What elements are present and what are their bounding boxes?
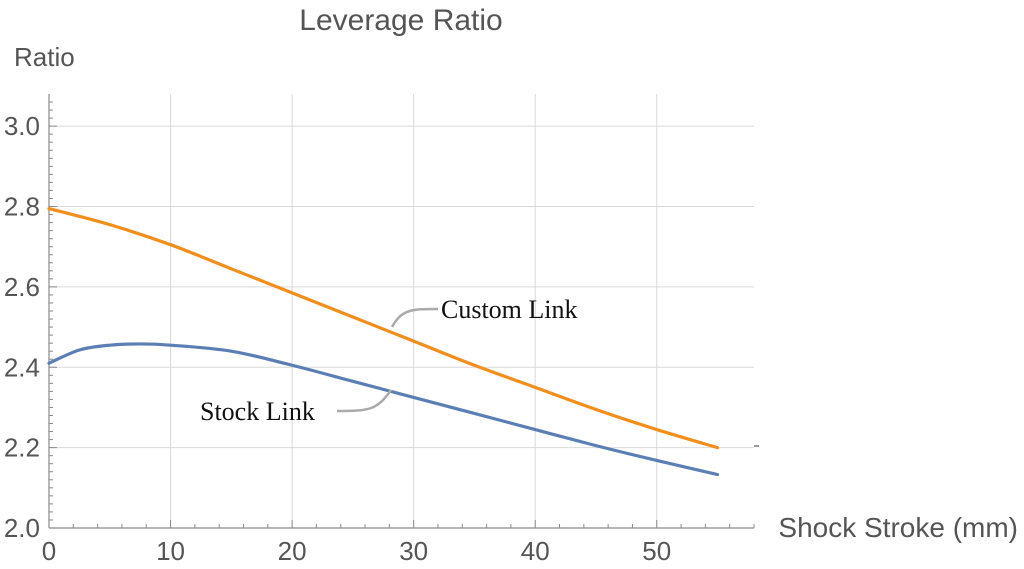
series-callouts: Custom Link Stock Link [200,295,759,447]
y-tick-label: 2.2 [4,433,40,463]
custom-link-line [47,206,720,450]
chart-title: Leverage Ratio [299,4,502,37]
stock-link-label: Stock Link [200,397,315,426]
x-axis-label: Shock Stroke (mm) [778,512,1018,543]
custom-link-leader-line [390,307,439,328]
stock-link-leader-line [336,389,393,413]
series-lines [47,206,720,477]
y-tick-label: 2.6 [4,272,40,302]
y-tick-label: 3.0 [4,111,40,141]
tick-labels: 0 10 20 30 40 50 2.0 2.2 2.4 2.6 2.8 3.0 [4,111,671,566]
x-tick-label: 10 [156,536,185,566]
x-tick-label: 40 [521,536,550,566]
custom-link-label: Custom Link [441,295,578,324]
y-axis-label: Ratio [14,42,75,72]
x-tick-label: 30 [399,536,428,566]
stock-link-line [47,342,720,477]
y-tick-label: 2.8 [4,192,40,222]
x-tick-label: 0 [42,536,56,566]
grid-lines [49,94,754,528]
x-tick-label: 50 [642,536,671,566]
y-tick-label: 2.0 [4,513,40,543]
axes [48,94,755,529]
y-tick-label: 2.4 [4,352,40,382]
x-tick-label: 20 [278,536,307,566]
